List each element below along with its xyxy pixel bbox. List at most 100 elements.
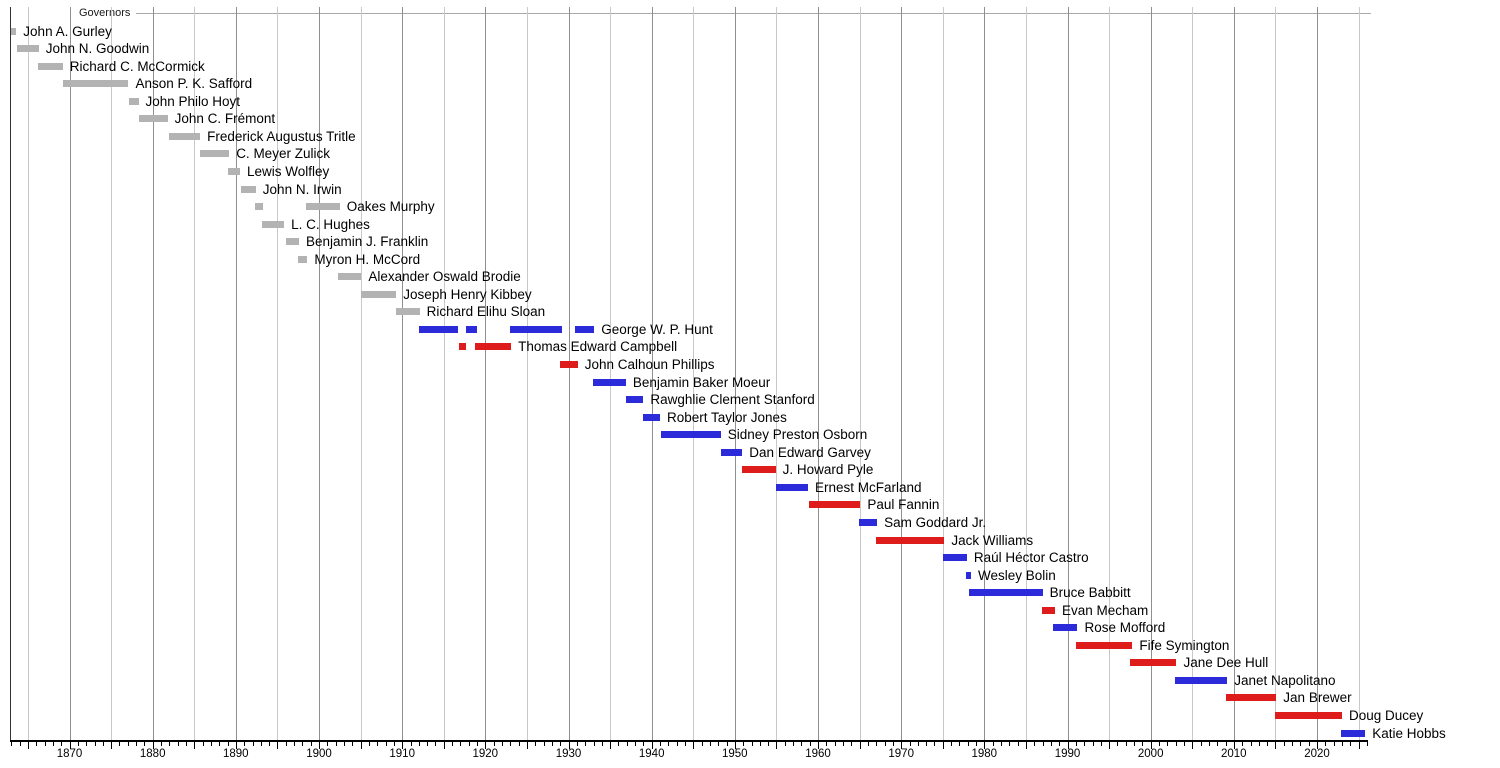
axis-tick xyxy=(1150,742,1152,749)
gridline-1985 xyxy=(1025,7,1027,741)
gridline-1960 xyxy=(818,7,819,741)
axis-tick xyxy=(152,742,154,749)
term-bar xyxy=(509,325,562,333)
axis-tick xyxy=(144,742,146,746)
gridline-1910 xyxy=(402,7,404,741)
term-bar xyxy=(642,413,660,421)
term-bar xyxy=(1225,694,1277,702)
governor-name-label: Rawghlie Clement Stanford xyxy=(650,392,815,408)
governor-name-label: Richard C. McCormick xyxy=(69,58,205,74)
axis-tick xyxy=(169,742,171,746)
axis-year-label: 1980 xyxy=(971,748,998,760)
axis-tick xyxy=(136,742,137,746)
axis-tick xyxy=(111,742,113,749)
governor-name-label: Joseph Henry Kibbey xyxy=(403,286,532,302)
gridline-1865 xyxy=(27,7,29,741)
axis-year-label: 1880 xyxy=(139,748,166,760)
gridline-1890 xyxy=(235,7,237,741)
axis-tick xyxy=(344,742,345,746)
axis-tick xyxy=(784,742,786,746)
governor-name-label: John A. Gurley xyxy=(23,23,112,39)
x-axis-line xyxy=(10,740,1368,742)
axis-tick xyxy=(768,742,770,746)
axis-tick xyxy=(526,742,528,749)
term-bar xyxy=(575,325,595,333)
axis-tick xyxy=(551,742,553,746)
term-bar xyxy=(1174,676,1228,684)
axis-tick xyxy=(676,742,678,746)
axis-tick xyxy=(976,742,977,746)
term-bar xyxy=(1041,606,1055,614)
term-bar xyxy=(261,220,285,228)
gridline-1980 xyxy=(984,7,986,741)
axis-year-label: 2010 xyxy=(1221,748,1247,760)
section-separator-line xyxy=(136,13,1371,14)
axis-tick xyxy=(468,742,470,746)
axis-tick xyxy=(44,742,46,746)
governor-name-label: Dan Edward Garvey xyxy=(749,444,871,460)
axis-tick xyxy=(917,742,919,746)
gridline-1990 xyxy=(1067,7,1069,741)
axis-tick xyxy=(701,742,703,746)
axis-tick xyxy=(385,742,387,746)
axis-year-label: 2020 xyxy=(1304,748,1330,760)
axis-tick xyxy=(693,742,695,749)
axis-tick xyxy=(951,742,953,746)
gridline-1915 xyxy=(443,7,445,741)
axis-tick xyxy=(568,742,570,749)
axis-tick xyxy=(36,742,38,746)
axis-tick xyxy=(1159,742,1160,746)
axis-tick xyxy=(377,742,379,746)
governor-name-label: Oakes Murphy xyxy=(346,199,435,214)
gridline-2025 xyxy=(1358,7,1360,741)
axis-tick xyxy=(593,742,595,746)
axis-tick xyxy=(1192,742,1194,749)
term-bar xyxy=(1341,729,1366,737)
axis-tick xyxy=(1109,742,1111,749)
term-bar xyxy=(969,589,1043,597)
term-bar xyxy=(474,343,512,351)
governor-name-label: C. Meyer Zulick xyxy=(236,146,330,162)
axis-tick xyxy=(335,742,337,746)
axis-tick xyxy=(1275,742,1277,749)
axis-tick xyxy=(751,742,753,746)
governor-name-label: Robert Taylor Jones xyxy=(667,409,787,425)
axis-tick xyxy=(793,742,795,746)
axis-tick xyxy=(684,742,686,746)
axis-tick xyxy=(161,742,162,746)
axis-tick xyxy=(651,742,653,749)
term-bar xyxy=(305,203,340,210)
term-bar xyxy=(298,255,308,263)
axis-tick xyxy=(502,742,503,746)
axis-tick xyxy=(1100,742,1102,746)
gridline-1935 xyxy=(610,7,612,741)
axis-tick xyxy=(1042,742,1044,746)
governor-name-label: John Philo Hoyt xyxy=(145,93,241,109)
term-bar xyxy=(592,378,626,386)
governor-name-label: Benjamin J. Franklin xyxy=(306,234,429,250)
gridline-1905 xyxy=(360,7,362,741)
axis-tick xyxy=(1358,742,1360,749)
axis-tick xyxy=(19,742,21,746)
axis-tick xyxy=(1325,742,1327,746)
gridline-1895 xyxy=(277,7,279,741)
axis-tick xyxy=(410,742,412,746)
axis-tick xyxy=(127,742,129,746)
governor-name-label: John Calhoun Phillips xyxy=(584,356,715,372)
term-bar xyxy=(285,238,299,246)
axis-tick xyxy=(1175,742,1177,746)
axis-tick xyxy=(992,742,994,746)
axis-tick xyxy=(1366,742,1368,746)
axis-tick xyxy=(210,742,212,746)
axis-tick xyxy=(460,742,462,746)
gridline-2015 xyxy=(1275,7,1277,741)
axis-tick xyxy=(302,742,304,746)
axis-year-label: 1940 xyxy=(638,748,665,760)
axis-tick xyxy=(1001,742,1002,746)
axis-tick xyxy=(219,742,221,746)
governor-name-label: Wesley Bolin xyxy=(978,567,1056,583)
term-bar xyxy=(858,518,878,526)
axis-year-label: 1890 xyxy=(223,748,249,760)
axis-tick xyxy=(1050,742,1052,746)
